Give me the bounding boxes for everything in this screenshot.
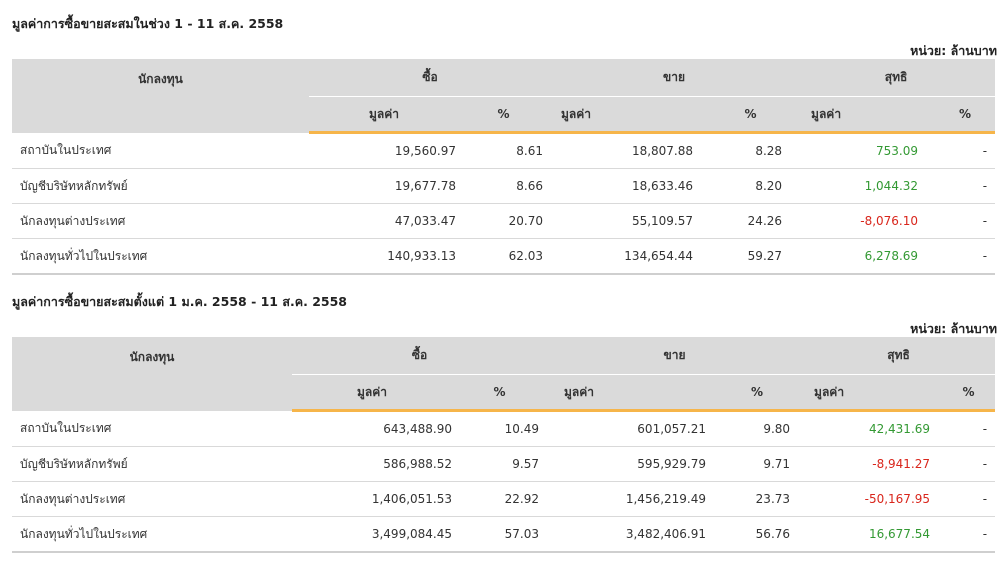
buy-value: 19,560.97 bbox=[309, 132, 456, 169]
buy-percent: 62.03 bbox=[456, 238, 552, 275]
header-buy-value: มูลค่า bbox=[292, 374, 452, 412]
net-value: -50,167.95 bbox=[802, 481, 943, 517]
sell-value: 134,654.44 bbox=[551, 238, 705, 275]
sell-percent: 8.28 bbox=[704, 132, 798, 169]
investor-name: สถาบันในประเทศ bbox=[12, 410, 292, 447]
header-buy-percent: % bbox=[452, 374, 548, 412]
header-investor: นักลงทุน bbox=[12, 59, 309, 133]
sell-percent: 24.26 bbox=[704, 203, 798, 239]
buy-value: 47,033.47 bbox=[309, 203, 456, 239]
sell-value: 595,929.79 bbox=[547, 446, 713, 482]
investor-name: นักลงทุนทั่วไปในประเทศ bbox=[12, 238, 309, 275]
header-sell-percent: % bbox=[704, 96, 798, 134]
buy-percent: 10.49 bbox=[452, 410, 548, 447]
investor-name: สถาบันในประเทศ bbox=[12, 132, 309, 169]
table-row: นักลงทุนต่างประเทศ 1,406,051.53 22.92 1,… bbox=[12, 481, 996, 517]
header-net: สุทธิ bbox=[797, 59, 996, 97]
net-percent: - bbox=[942, 481, 996, 517]
sell-percent: 56.76 bbox=[712, 516, 803, 553]
net-value: -8,076.10 bbox=[797, 203, 936, 239]
header-buy-percent: % bbox=[456, 96, 552, 134]
trading-summary-ytd-section: มูลค่าการซื้อขายสะสมตั้งแต่ 1 ม.ค. 2558 … bbox=[0, 292, 1005, 554]
sell-percent: 59.27 bbox=[704, 238, 798, 275]
sell-value: 3,482,406.91 bbox=[547, 516, 713, 553]
unit-label: หน่วย: ล้านบาท bbox=[910, 43, 997, 58]
table-row: นักลงทุนต่างประเทศ 47,033.47 20.70 55,10… bbox=[12, 203, 996, 239]
buy-value: 140,933.13 bbox=[309, 238, 456, 275]
net-value: 6,278.69 bbox=[797, 238, 936, 275]
sell-percent: 9.71 bbox=[712, 446, 803, 482]
buy-percent: 8.66 bbox=[456, 168, 552, 204]
trading-table: นักลงทุน ซื้อ ขาย สุทธิ มูลค่า % มูลค่า … bbox=[12, 59, 996, 275]
trading-table: นักลงทุน ซื้อ ขาย สุทธิ มูลค่า % มูลค่า … bbox=[12, 337, 996, 553]
trading-summary-period-section: มูลค่าการซื้อขายสะสมในช่วง 1 - 11 ส.ค. 2… bbox=[0, 14, 1005, 276]
sell-value: 18,807.88 bbox=[551, 132, 705, 169]
net-percent: - bbox=[942, 410, 996, 447]
header-sell-value: มูลค่า bbox=[551, 96, 705, 134]
buy-value: 643,488.90 bbox=[292, 410, 452, 447]
table-row: บัญชีบริษัทหลักทรัพย์ 19,677.78 8.66 18,… bbox=[12, 168, 996, 204]
net-percent: - bbox=[935, 132, 996, 169]
sell-percent: 8.20 bbox=[704, 168, 798, 204]
net-value: 753.09 bbox=[797, 132, 936, 169]
net-value: 42,431.69 bbox=[802, 410, 943, 447]
header-buy: ซื้อ bbox=[292, 337, 548, 375]
net-percent: - bbox=[942, 446, 996, 482]
buy-value: 586,988.52 bbox=[292, 446, 452, 482]
buy-percent: 20.70 bbox=[456, 203, 552, 239]
buy-percent: 22.92 bbox=[452, 481, 548, 517]
header-investor: นักลงทุน bbox=[12, 337, 292, 411]
header-buy: ซื้อ bbox=[309, 59, 552, 97]
buy-percent: 9.57 bbox=[452, 446, 548, 482]
header-net-value: มูลค่า bbox=[797, 96, 936, 134]
net-value: 16,677.54 bbox=[802, 516, 943, 553]
net-percent: - bbox=[935, 203, 996, 239]
header-net-value: มูลค่า bbox=[802, 374, 943, 412]
section-title: มูลค่าการซื้อขายสะสมตั้งแต่ 1 ม.ค. 2558 … bbox=[12, 294, 347, 309]
table-row: บัญชีบริษัทหลักทรัพย์ 586,988.52 9.57 59… bbox=[12, 446, 996, 482]
header-net-percent: % bbox=[942, 374, 996, 412]
investor-name: นักลงทุนต่างประเทศ bbox=[12, 481, 292, 517]
buy-percent: 57.03 bbox=[452, 516, 548, 553]
section-title: มูลค่าการซื้อขายสะสมในช่วง 1 - 11 ส.ค. 2… bbox=[12, 16, 284, 31]
investor-name: บัญชีบริษัทหลักทรัพย์ bbox=[12, 168, 309, 204]
header-buy-value: มูลค่า bbox=[309, 96, 456, 134]
buy-value: 19,677.78 bbox=[309, 168, 456, 204]
sell-percent: 23.73 bbox=[712, 481, 803, 517]
net-percent: - bbox=[942, 516, 996, 553]
header-sell-percent: % bbox=[712, 374, 803, 412]
sell-value: 601,057.21 bbox=[547, 410, 713, 447]
sell-value: 18,633.46 bbox=[551, 168, 705, 204]
unit-label: หน่วย: ล้านบาท bbox=[910, 321, 997, 336]
header-sell-value: มูลค่า bbox=[547, 374, 713, 412]
table-row: สถาบันในประเทศ 19,560.97 8.61 18,807.88 … bbox=[12, 132, 996, 169]
sell-value: 1,456,219.49 bbox=[547, 481, 713, 517]
investor-name: บัญชีบริษัทหลักทรัพย์ bbox=[12, 446, 292, 482]
table-row: สถาบันในประเทศ 643,488.90 10.49 601,057.… bbox=[12, 410, 996, 447]
net-value: -8,941.27 bbox=[802, 446, 943, 482]
net-percent: - bbox=[935, 168, 996, 204]
table-row: นักลงทุนทั่วไปในประเทศ 140,933.13 62.03 … bbox=[12, 238, 996, 275]
buy-value: 1,406,051.53 bbox=[292, 481, 452, 517]
header-net-percent: % bbox=[935, 96, 996, 134]
sell-percent: 9.80 bbox=[712, 410, 803, 447]
net-percent: - bbox=[935, 238, 996, 275]
investor-name: นักลงทุนต่างประเทศ bbox=[12, 203, 309, 239]
table-row: นักลงทุนทั่วไปในประเทศ 3,499,084.45 57.0… bbox=[12, 516, 996, 553]
header-sell: ขาย bbox=[551, 59, 798, 97]
buy-value: 3,499,084.45 bbox=[292, 516, 452, 553]
investor-name: นักลงทุนทั่วไปในประเทศ bbox=[12, 516, 292, 553]
sell-value: 55,109.57 bbox=[551, 203, 705, 239]
net-value: 1,044.32 bbox=[797, 168, 936, 204]
header-sell: ขาย bbox=[547, 337, 803, 375]
header-net: สุทธิ bbox=[802, 337, 996, 375]
buy-percent: 8.61 bbox=[456, 132, 552, 169]
